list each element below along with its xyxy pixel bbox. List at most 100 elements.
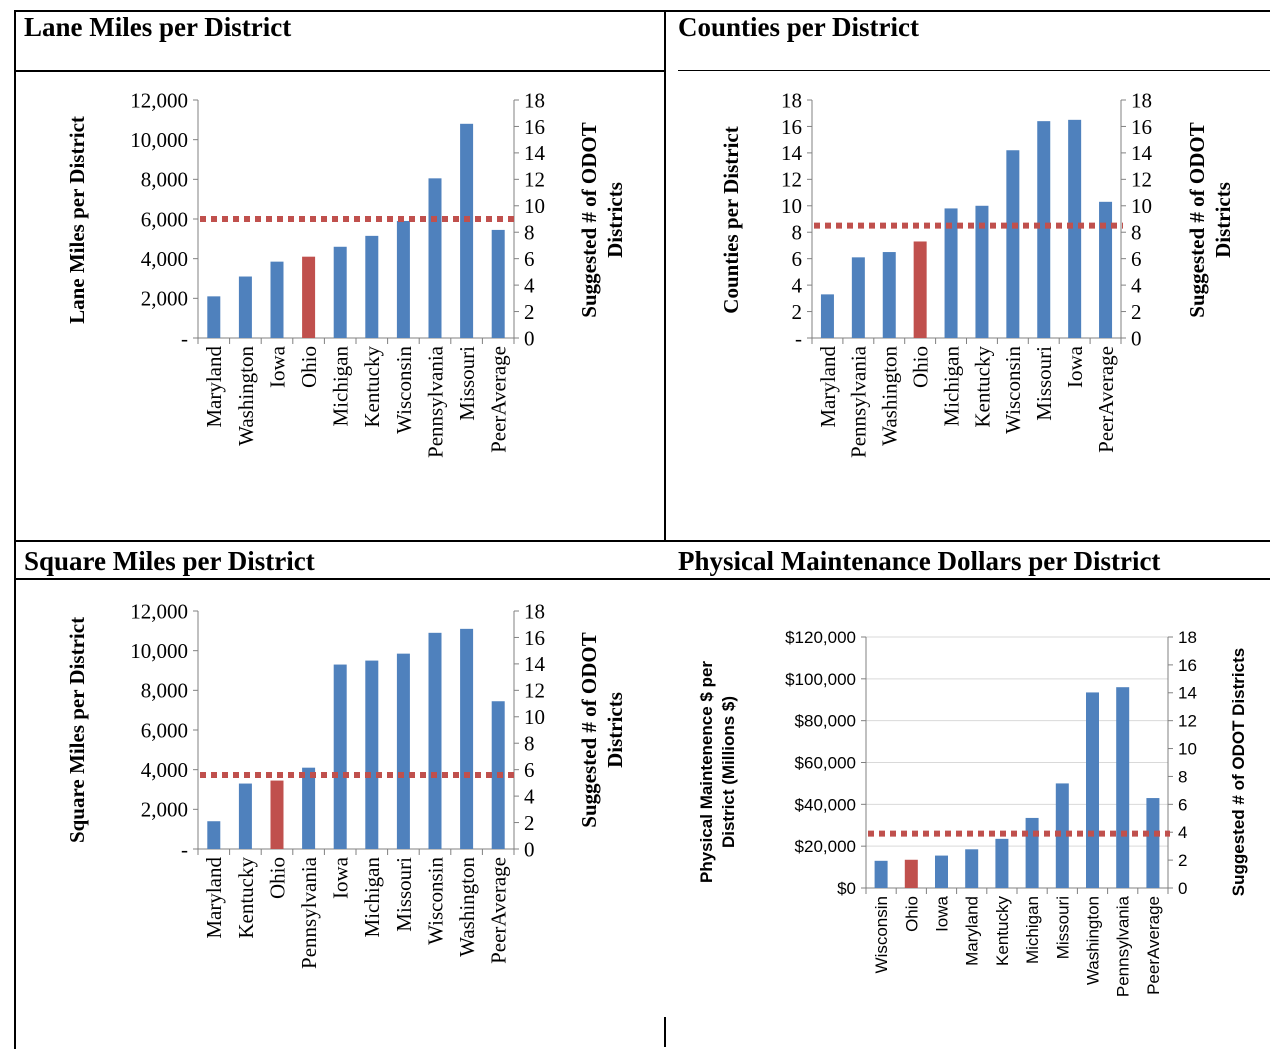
x-tick-label: Pennsylvania [297,856,321,969]
y-tick-label: 12 [781,168,802,192]
y2-tick-label: 0 [1131,326,1142,350]
y2-tick-label: 16 [1178,656,1197,675]
y2-tick-label: 6 [1131,247,1142,271]
x-tick-label: Wisconsin [872,896,891,973]
bar-washington [238,276,252,338]
bar-kentucky [975,205,989,338]
y2-axis-title: Suggested # of ODOT [1185,122,1209,317]
y2-axis-title: Suggested # of ODOT Districts [1229,648,1248,896]
y2-tick-label: 16 [1131,115,1152,139]
y-axis-title: Physical Maintenence $ per [697,661,716,883]
bar-kentucky [238,783,252,849]
bar-maryland [207,296,221,338]
y2-tick-label: 14 [524,652,546,676]
y-tick-label: 6,000 [141,207,188,231]
bar-missouri [460,123,474,338]
x-tick-label: PeerAverage [1094,346,1118,453]
y2-tick-label: 6 [524,758,535,782]
x-tick-label: Missouri [1053,896,1072,959]
y-tick-label: 6 [792,247,803,271]
bar-ohio [904,859,918,888]
bar-ohio [913,241,927,338]
y-axis-title: District (Millions $) [719,696,738,848]
y2-axis-title: Districts [1211,182,1235,258]
y2-tick-label: 2 [524,811,535,835]
y-tick-label: 10,000 [130,639,188,663]
x-tick-label: Michigan [360,857,384,938]
bar-michigan [333,246,347,338]
panel-title-square-miles: Square Miles per District [24,546,315,576]
y2-tick-label: 8 [524,221,535,245]
bar-wisconsin [1006,150,1020,338]
y2-tick-label: 10 [524,705,545,729]
y-tick-label: $100,000 [785,670,856,689]
y-tick-label: $80,000 [795,712,856,731]
x-tick-label: Wisconsin [423,857,447,945]
x-tick-label: Michigan [329,346,353,427]
y2-tick-label: 0 [524,326,535,350]
x-tick-label: Washington [1083,896,1102,985]
x-tick-label: Maryland [816,346,840,428]
bar-washington [882,252,896,338]
y-tick-label: 8,000 [141,168,188,192]
y-tick-label: 2,000 [141,287,188,311]
x-tick-label: Kentucky [993,896,1012,966]
bar-maryland [965,849,979,888]
y-tick-label: $60,000 [795,753,856,772]
y-tick-label: - [181,837,188,861]
y-tick-label: - [181,326,188,350]
y2-tick-label: 8 [524,732,535,756]
y2-tick-label: 4 [1178,823,1187,842]
x-tick-label: Iowa [1063,345,1087,388]
y2-tick-label: 8 [1131,221,1142,245]
bar-iowa [270,261,284,338]
bar-wisconsin [428,632,442,849]
y2-tick-label: 8 [1178,767,1187,786]
y2-tick-label: 4 [524,273,535,297]
x-tick-label: Michigan [1023,896,1042,964]
table-divider [14,578,1270,580]
y2-axis-title: Districts [603,182,627,258]
bar-peeraverage [1146,798,1160,888]
x-tick-label: Missouri [1032,346,1056,421]
bar-iowa [333,664,347,849]
y2-axis-title: Suggested # of ODOT [577,632,601,827]
panel-title-maintenance-dollars: Physical Maintenance Dollars per Distric… [678,546,1161,576]
y2-tick-label: 4 [524,784,535,808]
x-tick-label: Michigan [939,346,963,427]
y-tick-label: 2 [792,300,803,324]
bar-pennsylvania [428,178,442,338]
x-tick-label: Missouri [455,346,479,421]
x-tick-label: Washington [455,857,479,957]
panel-title-lane-miles: Lane Miles per District [24,12,292,42]
y2-tick-label: 6 [1178,795,1187,814]
bar-peeraverage [491,229,505,338]
bar-michigan [944,208,958,338]
y2-tick-label: 14 [524,141,546,165]
x-tick-label: Kentucky [234,857,258,939]
y-tick-label: 16 [781,115,802,139]
table-grid [14,10,1270,1049]
x-tick-label: Kentucky [360,346,384,428]
x-tick-label: PeerAverage [487,857,511,964]
bar-wisconsin [874,860,888,888]
x-tick-label: Iowa [265,345,289,388]
y2-tick-label: 2 [1131,300,1142,324]
y-tick-label: 10 [781,194,802,218]
x-tick-label: Pennsylvania [423,345,447,458]
y-tick-label: 6,000 [141,718,188,742]
y2-tick-label: 10 [1131,194,1152,218]
bar-ohio [270,780,284,849]
x-tick-label: Wisconsin [392,346,416,434]
bar-ohio [302,256,316,338]
panel-title-counties: Counties per District [678,12,919,42]
y2-tick-label: 2 [524,300,535,324]
y2-tick-label: 16 [524,115,545,139]
y-tick-label: 4,000 [141,758,188,782]
y2-tick-label: 10 [1178,740,1197,759]
y-tick-label: 12,000 [130,88,188,112]
x-tick-label: Wisconsin [1001,346,1025,434]
y-tick-label: 8,000 [141,679,188,703]
